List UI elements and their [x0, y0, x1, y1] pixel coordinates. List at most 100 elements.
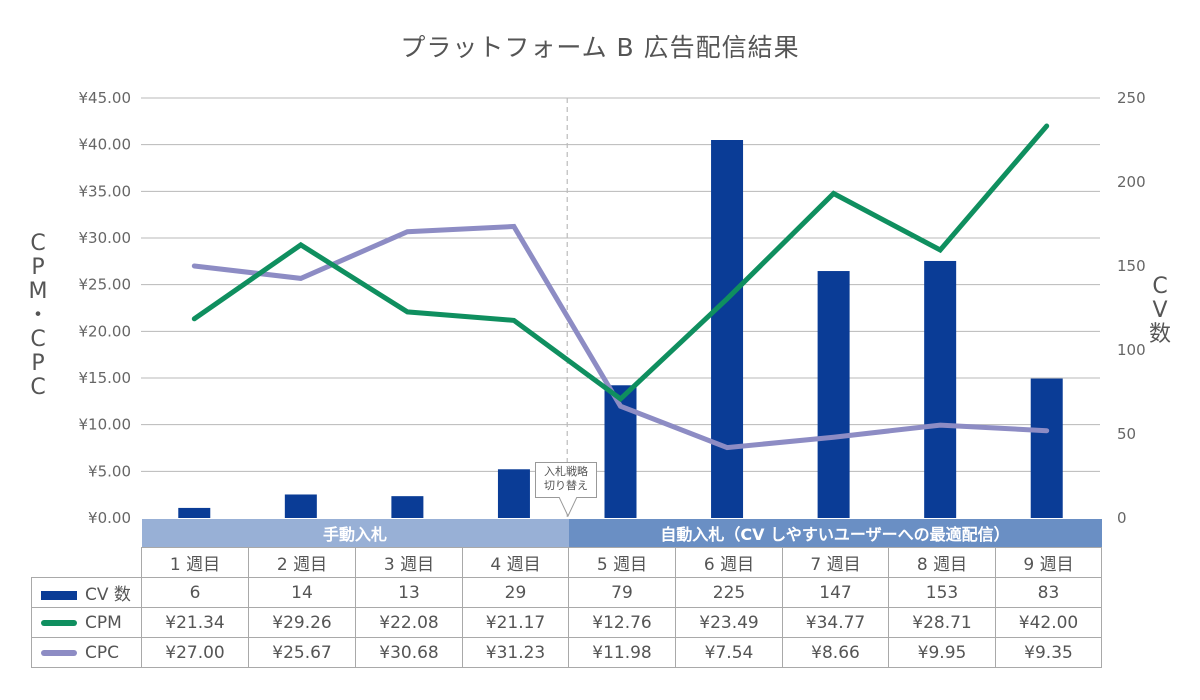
cpm-line [191, 123, 1050, 403]
phase-auto-bidding: 自動入札（CV しやすいユーザーへの最適配信） [568, 519, 1102, 548]
data-table: 手動入札 自動入札（CV しやすいユーザーへの最適配信） 1 週目 2 週目 3… [31, 519, 1102, 668]
axis-label-char: C [30, 327, 46, 352]
data-label: 225 [675, 577, 783, 608]
data-label: ¥11.98 [568, 637, 676, 668]
annotation-line-2: 切り替え [544, 479, 588, 492]
annotation-line-1: 入札戦略 [544, 465, 588, 478]
axis-label-char: M [28, 279, 48, 304]
table-row-cpc: CPC ¥27.00 ¥25.67 ¥30.68 ¥31.23 ¥11.98 ¥… [31, 637, 1102, 668]
left-tick-label: ¥5.00 [88, 462, 131, 480]
cv-bar [497, 469, 530, 518]
week-label: 9 週目 [995, 547, 1102, 578]
left-tick-label: ¥25.00 [79, 276, 132, 294]
data-label: ¥21.34 [141, 607, 249, 638]
data-label: 83 [995, 577, 1102, 608]
data-label: ¥29.26 [248, 607, 356, 638]
axis-label-char: P [31, 255, 45, 280]
week-label: 8 週目 [888, 547, 996, 578]
table-row-cv: CV 数 6 14 13 29 79 225 147 153 83 [31, 577, 1102, 608]
week-label: 3 週目 [355, 547, 463, 578]
switch-annotation: 入札戦略 切り替え [535, 462, 597, 498]
data-label: ¥27.00 [141, 637, 249, 668]
left-tick-label: ¥10.00 [79, 416, 132, 434]
data-label: ¥30.68 [355, 637, 463, 668]
right-tick-label: 200 [1117, 173, 1146, 191]
left-tick-label: ¥0.00 [88, 509, 131, 527]
left-tick-label: ¥35.00 [79, 182, 132, 200]
data-label: ¥9.35 [995, 637, 1102, 668]
phase-band-row: 手動入札 自動入札（CV しやすいユーザーへの最適配信） [32, 519, 1102, 548]
data-label: ¥28.71 [888, 607, 996, 638]
data-label: ¥12.76 [568, 607, 676, 638]
annotation-pointer [559, 497, 577, 517]
data-label: ¥23.49 [675, 607, 783, 638]
data-label: ¥7.54 [675, 637, 783, 668]
cv-legend-swatch [41, 590, 77, 600]
legend-cpm: CPM [31, 607, 142, 638]
right-tick-label: 50 [1117, 425, 1136, 443]
left-tick-label: ¥15.00 [79, 369, 132, 387]
data-label: ¥9.95 [888, 637, 996, 668]
week-label: 4 週目 [462, 547, 569, 578]
axis-label-char: C [1152, 274, 1168, 299]
data-label: ¥31.23 [462, 637, 569, 668]
axis-label-char: C [30, 231, 46, 256]
cv-bar [1030, 378, 1063, 518]
right-axis-ticks: 0 50 100 150 200 250 [1117, 89, 1146, 527]
right-tick-label: 100 [1117, 341, 1146, 359]
legend-cv: CV 数 [31, 577, 142, 608]
cv-bar [178, 507, 211, 518]
data-label: 14 [248, 577, 356, 608]
data-label: 29 [462, 577, 569, 608]
data-label: ¥34.77 [782, 607, 889, 638]
data-label: ¥21.17 [462, 607, 569, 638]
week-label: 2 週目 [248, 547, 356, 578]
left-tick-label: ¥40.00 [79, 136, 132, 154]
left-tick-label: ¥20.00 [79, 322, 132, 340]
cpm-legend-swatch [41, 619, 77, 626]
axis-label-char: P [31, 351, 45, 376]
week-label: 1 週目 [141, 547, 249, 578]
legend-label: CPM [85, 612, 122, 633]
cv-bar [924, 260, 957, 518]
legend-label: CPC [85, 642, 119, 663]
right-tick-label: 150 [1117, 257, 1146, 275]
data-label: 147 [782, 577, 889, 608]
table-row-cpm: CPM ¥21.34 ¥29.26 ¥22.08 ¥21.17 ¥12.76 ¥… [31, 607, 1102, 638]
right-tick-label: 250 [1117, 89, 1146, 107]
data-label: 79 [568, 577, 676, 608]
week-label: 5 週目 [568, 547, 676, 578]
data-label: ¥25.67 [248, 637, 356, 668]
left-tick-label: ¥30.00 [79, 229, 132, 247]
cv-bar [284, 494, 317, 518]
axis-label-char: ・ [26, 303, 49, 328]
data-label: ¥42.00 [995, 607, 1102, 638]
series-lines [191, 123, 1050, 451]
cv-bar [391, 496, 424, 518]
cpc-legend-swatch [41, 649, 77, 656]
axis-label-char: C [30, 375, 46, 400]
phase-manual-bidding: 手動入札 [141, 519, 569, 548]
legend-cpc: CPC [31, 637, 142, 668]
week-label: 6 週目 [675, 547, 783, 578]
data-label: ¥22.08 [355, 607, 463, 638]
left-axis-ticks: ¥0.00 ¥5.00 ¥10.00 ¥15.00 ¥20.00 ¥25.00 ¥30.00… [79, 89, 132, 527]
week-label: 7 週目 [782, 547, 889, 578]
right-tick-label: 0 [1117, 509, 1127, 527]
cv-bars [178, 140, 1063, 518]
cv-bar [817, 271, 850, 518]
data-label: ¥8.66 [782, 637, 889, 668]
chart-title: プラットフォーム B 広告配信結果 [400, 33, 800, 62]
left-tick-label: ¥45.00 [79, 89, 132, 107]
legend-label: CV 数 [85, 585, 131, 605]
data-label: 153 [888, 577, 996, 608]
axis-label-char: V [1152, 298, 1168, 323]
data-label: 13 [355, 577, 463, 608]
week-header-row: 1 週目 2 週目 3 週目 4 週目 5 週目 6 週目 7 週目 8 週目 … [32, 547, 1102, 578]
data-label: 6 [141, 577, 249, 608]
axis-label-char: 数 [1148, 322, 1171, 347]
y-axis-left-label: C P M ・ C P C [26, 232, 50, 400]
cv-bar [711, 140, 744, 518]
